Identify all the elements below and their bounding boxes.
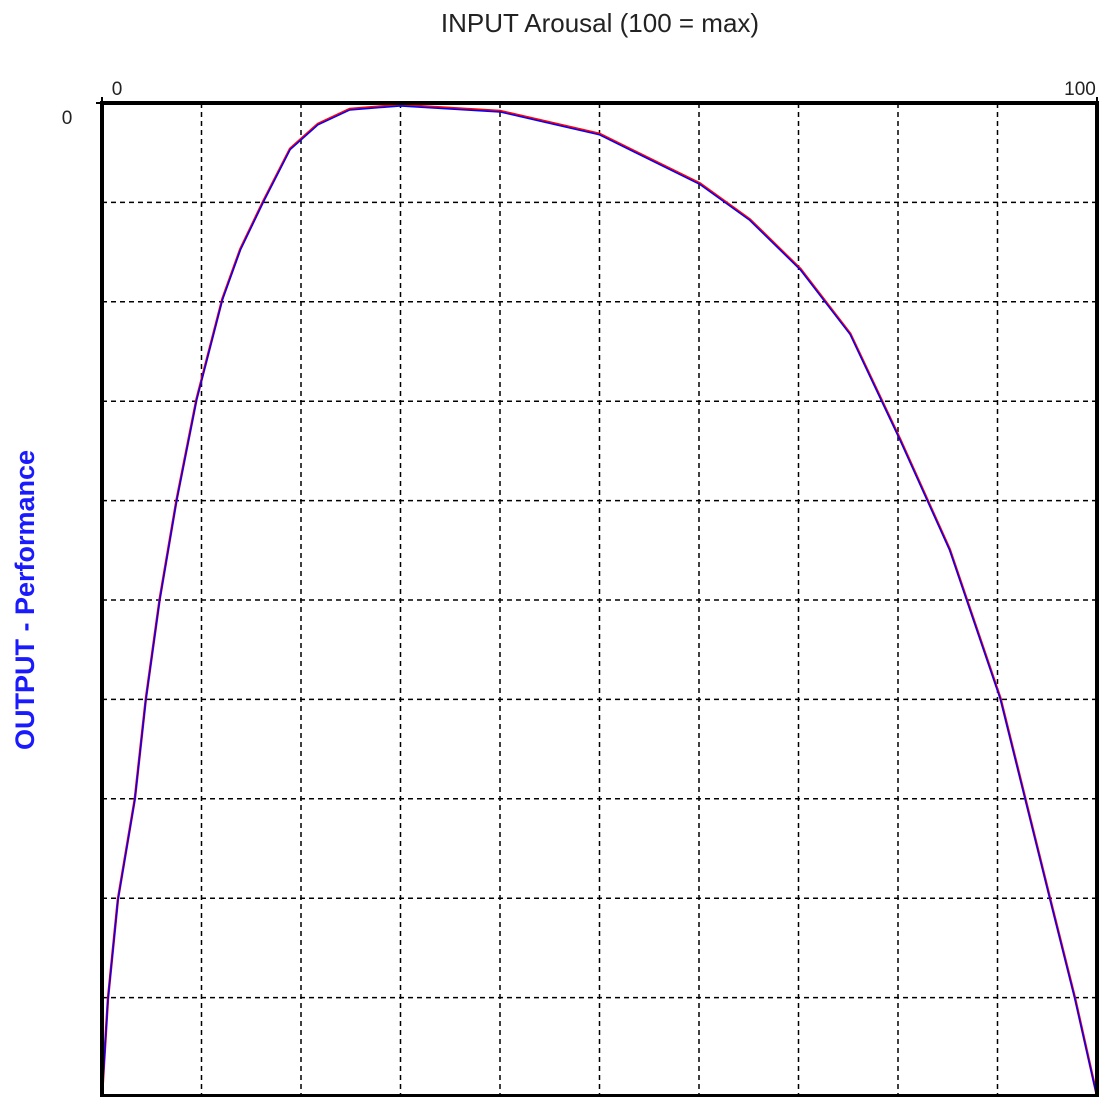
chart-title: INPUT Arousal (100 = max) [441, 8, 759, 38]
plot-border [100, 101, 1099, 1097]
y-axis-label: OUTPUT - Performance [10, 450, 40, 750]
line [101, 105, 1098, 1097]
x-tick-label: 0 [112, 79, 123, 100]
y-tick-label: 0 [62, 108, 73, 129]
x-tick-label: 100 [1064, 79, 1096, 100]
